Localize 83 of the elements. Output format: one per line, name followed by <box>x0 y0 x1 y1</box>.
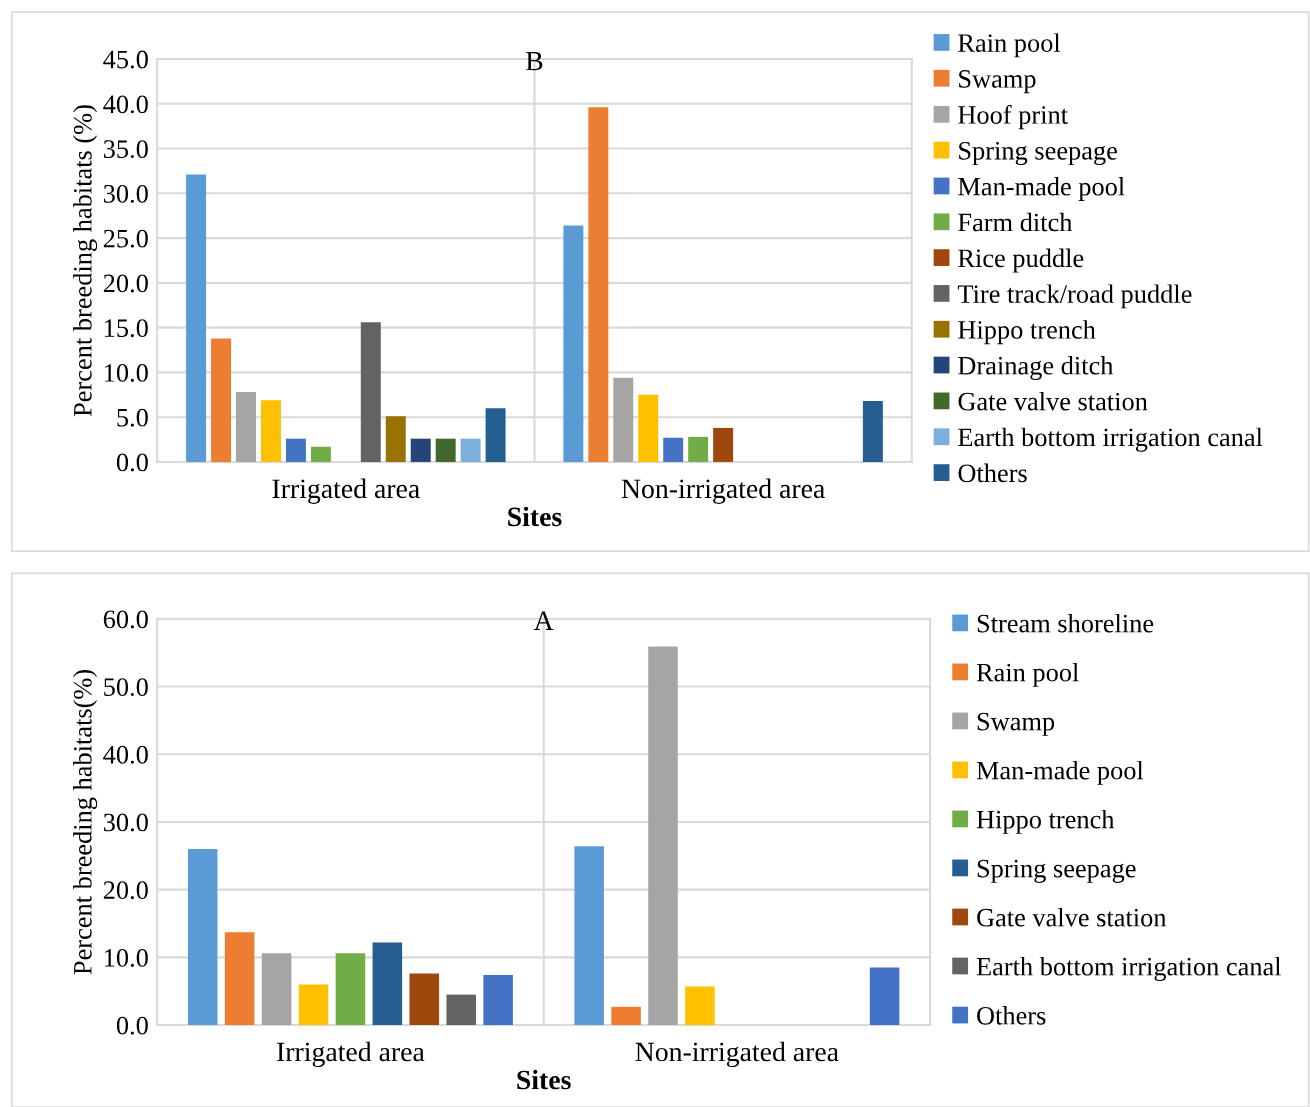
legend-label: Stream shoreline <box>977 613 1154 633</box>
bar <box>224 932 255 1026</box>
y-tick-label: 30.0 <box>103 184 148 203</box>
y-tick-label: 5.0 <box>117 408 148 427</box>
legend-label: Drainage ditch <box>958 356 1114 381</box>
x-axis-title: Sites <box>517 1069 571 1090</box>
chart-title: A <box>533 611 554 630</box>
legend-label: Hippo trench <box>958 320 1096 345</box>
bar <box>611 1006 641 1026</box>
x-tick-label: Irrigated area <box>272 478 420 504</box>
bar <box>688 436 709 462</box>
legend-label: Gate valve station <box>958 391 1148 411</box>
bar <box>638 394 659 462</box>
legend-label: Farm ditch <box>958 212 1073 232</box>
y-tick-label: 30.0 <box>103 813 148 832</box>
bar <box>588 107 609 462</box>
legend-label: Earth bottom irrigation canal <box>958 427 1263 452</box>
bar <box>574 846 604 1026</box>
x-axis-title: Sites <box>508 506 562 527</box>
bar <box>360 322 381 462</box>
bar <box>409 973 440 1026</box>
bar <box>685 986 715 1026</box>
y-tick-label: 40.0 <box>103 745 148 764</box>
y-tick-label: 20.0 <box>103 274 148 293</box>
legend-label: Swamp <box>959 70 1036 94</box>
bar <box>485 408 506 462</box>
legend-label: Others <box>977 1006 1046 1025</box>
y-tick-label: 10.0 <box>105 364 148 382</box>
legend-label: Man-made pool <box>976 760 1144 785</box>
y-tick-label: 25.0 <box>103 229 148 248</box>
bar <box>410 438 431 462</box>
bar <box>187 849 218 1026</box>
y-tick-label: 50.0 <box>104 678 148 697</box>
y-axis-title: Percent breeding habitats(%) <box>73 669 98 975</box>
bar <box>648 646 678 1026</box>
bar <box>298 984 329 1026</box>
bar <box>862 401 883 462</box>
legend-label: Spring seepage <box>977 859 1136 883</box>
legend-label: Others <box>958 463 1027 483</box>
bar <box>211 338 232 462</box>
y-tick-label: 45.0 <box>103 50 148 69</box>
x-tick-label: Non-irrigated area <box>635 1041 839 1068</box>
y-tick-label: 35.0 <box>103 140 148 159</box>
legend-label: Hoof print <box>958 105 1068 130</box>
legend-label: Rice puddle <box>958 248 1084 273</box>
bar <box>460 438 481 462</box>
bar <box>663 437 684 462</box>
legend-label: Hippo trench <box>976 809 1115 834</box>
y-axis-title: Percent breeding habitats (%) <box>73 105 98 417</box>
bar <box>372 942 403 1026</box>
y-tick-label: 0.0 <box>116 453 148 472</box>
bar <box>335 953 366 1026</box>
x-tick-label: Irrigated area <box>277 1041 425 1068</box>
y-tick-label: 40.0 <box>103 95 148 114</box>
legend-label: Tire track/road puddle <box>957 284 1192 309</box>
bar <box>869 967 900 1026</box>
legend-label: Earth bottom irrigation canal <box>976 956 1282 981</box>
x-tick-label: Non-irrigated area <box>621 478 825 504</box>
bar <box>613 377 634 462</box>
y-tick-label: 20.0 <box>103 881 148 900</box>
y-tick-label: 10.0 <box>105 948 148 967</box>
legend-label: Rain pool <box>958 33 1061 58</box>
bar <box>236 392 256 462</box>
bar <box>713 427 734 462</box>
bar <box>563 225 584 462</box>
bar <box>310 446 331 462</box>
bar <box>186 174 207 462</box>
bar <box>435 438 456 462</box>
bar <box>385 416 406 462</box>
legend-label: Man-made pool <box>958 177 1125 201</box>
bar <box>446 994 476 1026</box>
y-tick-label: 60.0 <box>103 610 148 629</box>
bar <box>483 974 513 1026</box>
y-tick-label: 0.0 <box>116 1016 148 1035</box>
legend-label: Spring seepage <box>959 141 1117 166</box>
bar <box>260 400 281 462</box>
legend-label: Gate valve station <box>977 907 1167 927</box>
chart-title: B <box>526 51 543 71</box>
bar <box>261 953 292 1026</box>
legend-label: Rain pool <box>976 662 1079 687</box>
bar <box>285 438 306 462</box>
legend-label: Swamp <box>977 712 1055 736</box>
y-tick-label: 15.0 <box>105 319 148 338</box>
